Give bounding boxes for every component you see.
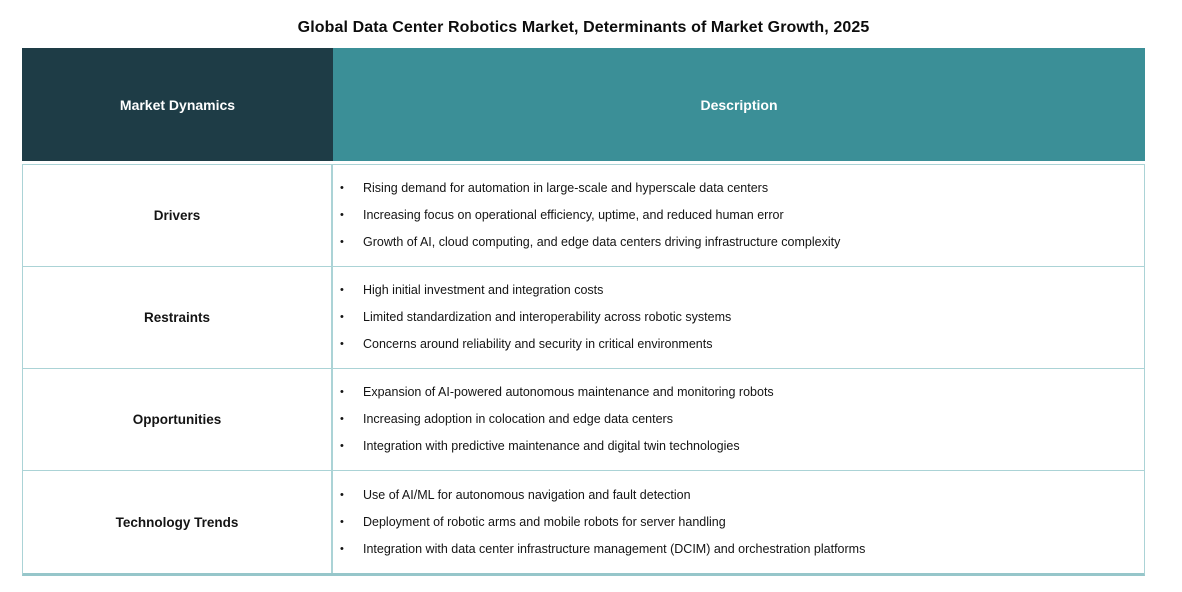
bullet-icon: • <box>340 236 344 248</box>
bullet-icon: • <box>340 488 344 501</box>
bullet-text: Rising demand for automation in large-sc… <box>363 181 769 195</box>
list-item: • Expansion of AI-powered autonomous main… <box>337 385 1132 400</box>
row-label-restraints: Restraints <box>23 267 333 368</box>
bullet-icon: • <box>340 284 344 296</box>
list-item: • Growth of AI, cloud computing, and edge… <box>337 235 1132 250</box>
table-row-restraints: Restraints • High initial investment and … <box>23 267 1144 369</box>
row-description-technology-trends: • Use of AI/ML for autonomous navigation … <box>333 471 1144 573</box>
row-description-opportunities: • Expansion of AI-powered autonomous main… <box>333 369 1144 470</box>
bullet-text: Concerns around reliability and security… <box>363 337 713 351</box>
row-label-technology-trends: Technology Trends <box>23 471 333 573</box>
table-body: Drivers • Rising demand for automation in… <box>22 164 1145 576</box>
list-item: • Increasing focus on operational efficie… <box>337 208 1132 223</box>
bullet-icon: • <box>340 311 344 323</box>
bullet-text: Integration with predictive maintenance … <box>363 439 740 453</box>
bullet-icon: • <box>340 338 344 350</box>
list-item: • Integration with predictive maintenance… <box>337 439 1132 454</box>
bullet-text: Growth of AI, cloud computing, and edge … <box>363 235 841 249</box>
column-header-market-dynamics: Market Dynamics <box>22 48 333 161</box>
table-row-opportunities: Opportunities • Expansion of AI-powered a… <box>23 369 1144 471</box>
bullet-text: Expansion of AI-powered autonomous maint… <box>363 385 774 399</box>
row-description-restraints: • High initial investment and integration… <box>333 267 1144 368</box>
bullet-text: Integration with data center infrastruct… <box>363 541 866 556</box>
bullet-icon: • <box>340 182 344 194</box>
bullet-icon: • <box>340 413 344 425</box>
list-item: • Integration with data center infrastruc… <box>337 542 1132 557</box>
bullet-icon: • <box>340 515 344 528</box>
list-item: • Limited standardization and interoperab… <box>337 310 1132 325</box>
list-item: • Increasing adoption in colocation and e… <box>337 412 1132 427</box>
table-header-row: Market Dynamics Description <box>22 48 1145 161</box>
bullet-icon: • <box>340 542 344 555</box>
bullet-text: Limited standardization and interoperabi… <box>363 310 732 324</box>
column-header-description: Description <box>333 48 1145 161</box>
page-title: Global Data Center Robotics Market, Dete… <box>297 19 870 36</box>
list-item: • Deployment of robotic arms and mobile r… <box>337 515 1132 530</box>
bullet-icon: • <box>340 440 344 452</box>
table-row-technology-trends: Technology Trends • Use of AI/ML for auto… <box>23 471 1144 573</box>
list-item: • Use of AI/ML for autonomous navigation … <box>337 488 1132 503</box>
bullet-text: High initial investment and integration … <box>363 283 604 297</box>
bullet-text: Increasing focus on operational efficien… <box>363 208 784 222</box>
row-label-opportunities: Opportunities <box>23 369 333 470</box>
bullet-icon: • <box>340 386 344 398</box>
list-item: • Concerns around reliability and securit… <box>337 337 1132 352</box>
bullet-text: Deployment of robotic arms and mobile ro… <box>363 514 726 529</box>
bullet-icon: • <box>340 209 344 221</box>
row-description-drivers: • Rising demand for automation in large-s… <box>333 165 1144 266</box>
bullet-text: Increasing adoption in colocation and ed… <box>363 412 673 426</box>
row-label-drivers: Drivers <box>23 165 333 266</box>
list-item: • Rising demand for automation in large-s… <box>337 181 1132 196</box>
list-item: • High initial investment and integration… <box>337 283 1132 298</box>
market-dynamics-table: Market Dynamics Description Drivers • Ris… <box>22 48 1145 576</box>
bullet-text: Use of AI/ML for autonomous navigation a… <box>363 487 691 502</box>
table-row-drivers: Drivers • Rising demand for automation in… <box>23 165 1144 267</box>
